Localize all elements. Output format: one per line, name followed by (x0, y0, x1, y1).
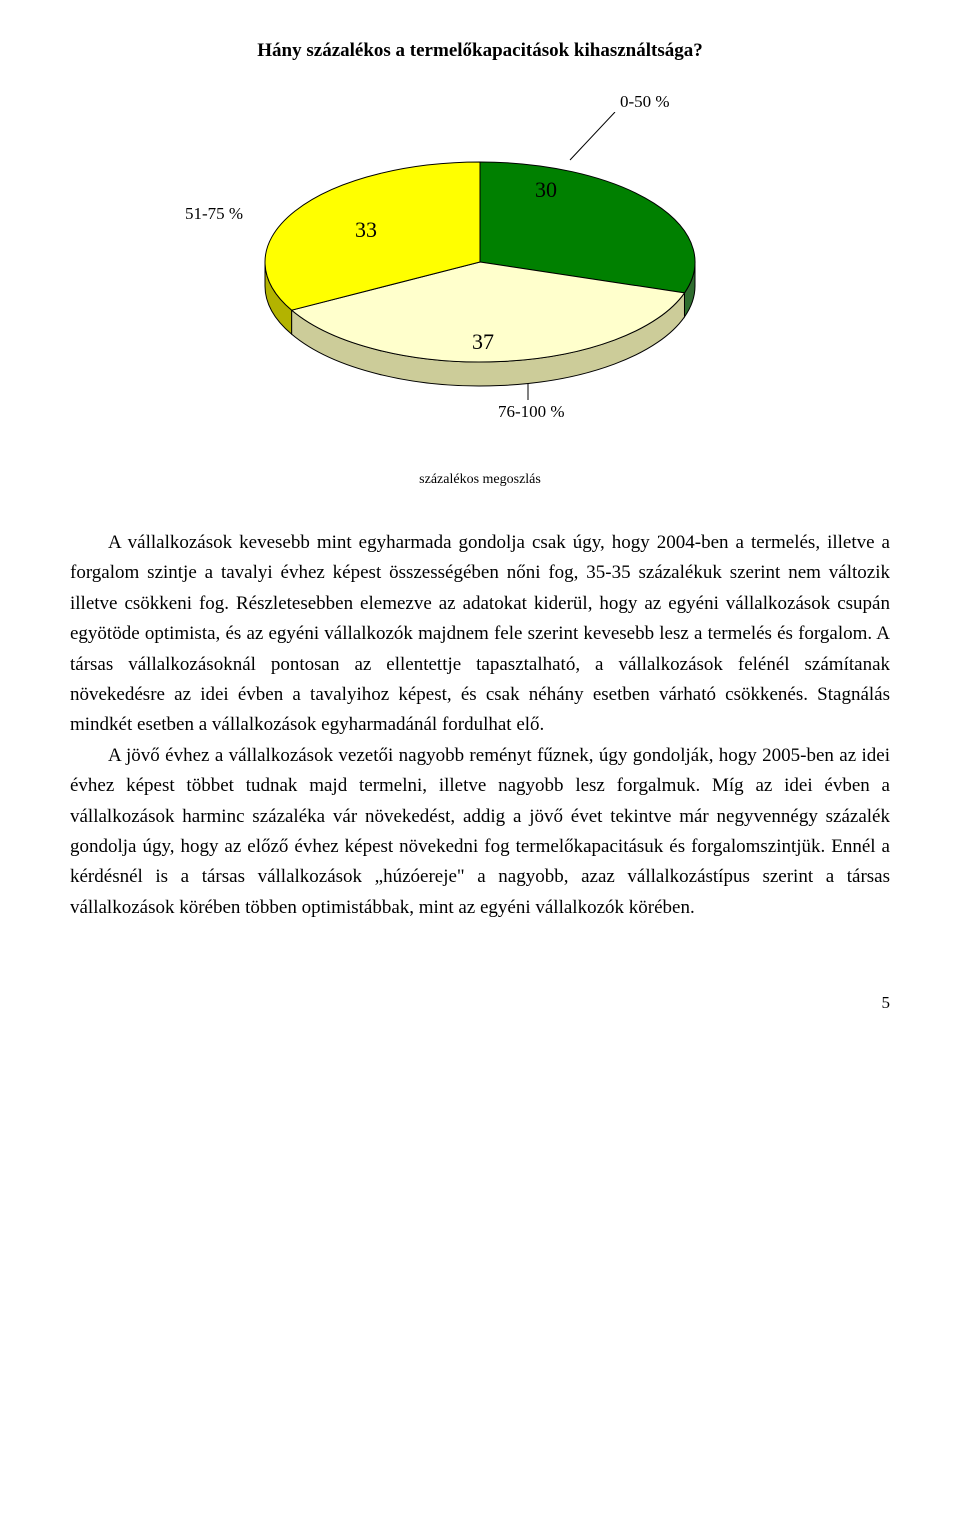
pie-svg (260, 152, 700, 397)
paragraph-2: A jövő évhez a vállalkozások vezetői nag… (70, 741, 890, 923)
body-text: A vállalkozások kevesebb mint egyharmada… (70, 528, 890, 923)
pie-chart: 0-50 % 51-75 % 76-100 % 30 37 33 (160, 92, 800, 462)
slice-label-0-50: 0-50 % (620, 92, 670, 112)
paragraph-1: A vállalkozások kevesebb mint egyharmada… (70, 528, 890, 741)
page-number: 5 (70, 993, 890, 1013)
chart-caption: százalékos megoszlás (70, 472, 890, 488)
slice-label-51-75: 51-75 % (185, 204, 243, 224)
slice-value-37: 37 (472, 329, 494, 355)
slice-value-33: 33 (355, 217, 377, 243)
chart-title: Hány százalékos a termelőkapacitások kih… (70, 40, 890, 62)
slice-value-30: 30 (535, 177, 557, 203)
